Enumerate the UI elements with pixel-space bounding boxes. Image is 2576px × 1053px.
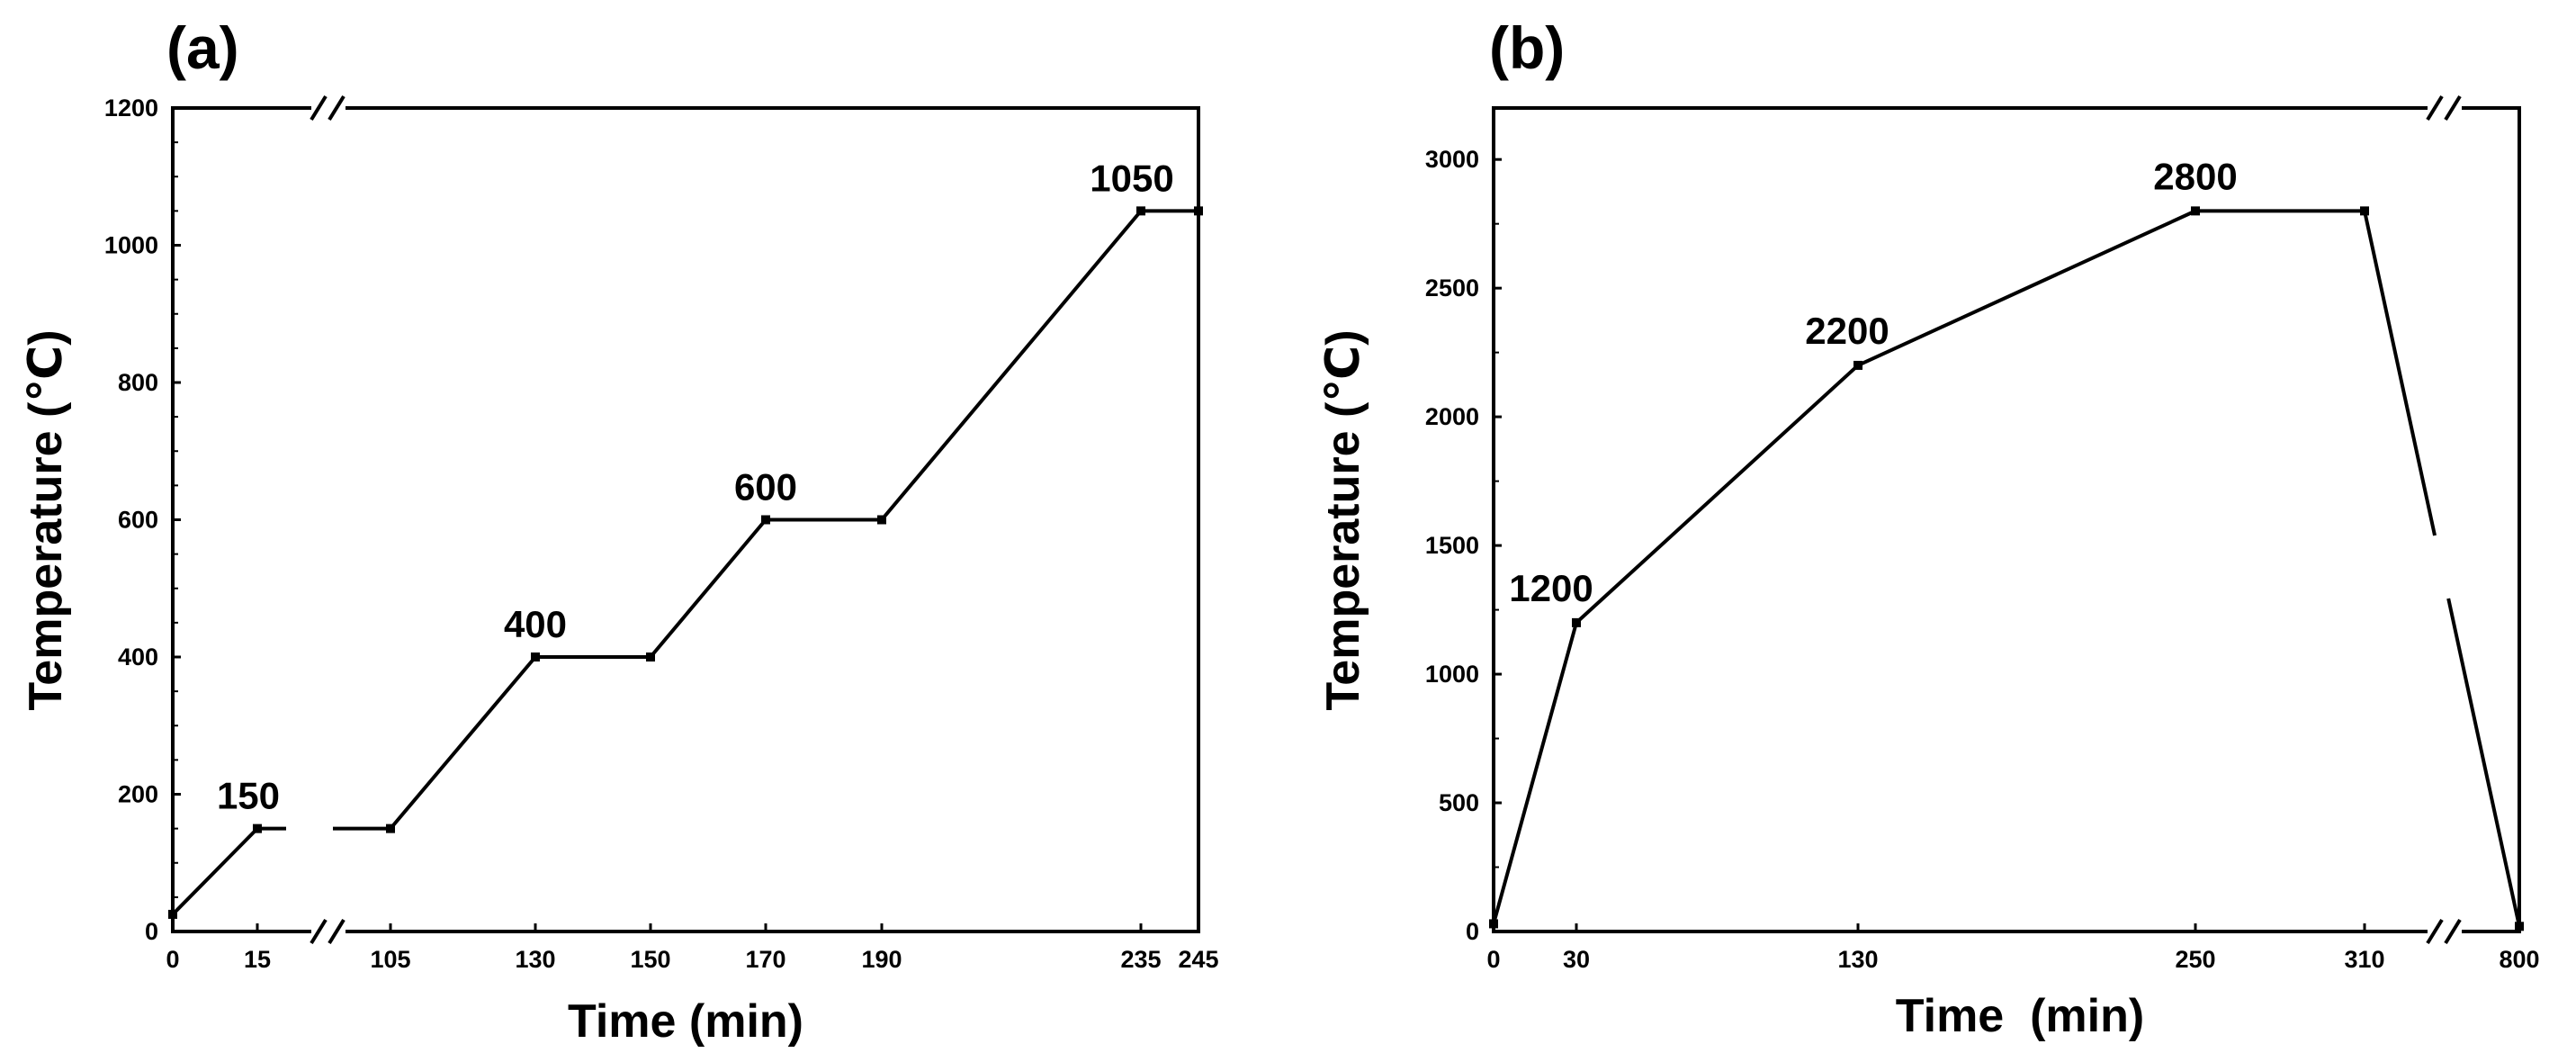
panel-b-frame (1492, 106, 2521, 933)
y-tick-label: 600 (118, 507, 158, 534)
x-tick-label: 0 (1486, 946, 1500, 973)
series-segment (649, 518, 767, 659)
data-label: 2800 (2153, 155, 2237, 197)
y-tick-label: 1200 (104, 94, 158, 122)
x-tick-label: 15 (244, 946, 271, 973)
panel-b-label: (b) (1489, 14, 1565, 81)
series-segment (2446, 598, 2521, 927)
series-segment (1575, 363, 1860, 625)
x-tick-label: 310 (2344, 946, 2384, 973)
panel-a-x-ticks: 0 15 105 130 150 170 190 235 245 (166, 923, 1219, 973)
data-point (1194, 206, 1203, 216)
panel-a-annotations: 150 400 600 1050 (217, 157, 1174, 816)
panel-a-markers (168, 206, 1203, 919)
data-point (761, 515, 770, 525)
x-tick-label: 190 (861, 946, 902, 973)
data-point (1489, 919, 1498, 929)
data-label: 600 (734, 466, 797, 508)
y-tick-label: 0 (1466, 918, 1479, 945)
x-tick-label: 30 (1563, 946, 1590, 973)
panel-a-y-ticks: 0 200 400 600 800 1000 1200 (104, 94, 181, 945)
y-tick-label: 200 (118, 781, 158, 808)
x-tick-label: 170 (745, 946, 785, 973)
x-tick-label: 130 (1837, 946, 1878, 973)
panel-b-series (1492, 209, 2521, 927)
data-point (168, 909, 177, 919)
panel-a-label: (a) (166, 14, 239, 81)
data-label: 2200 (1805, 310, 1889, 352)
data-point (1853, 360, 1862, 370)
data-point (877, 515, 886, 525)
series-segment (389, 655, 537, 831)
panel-a-bottom-break (310, 918, 346, 945)
y-tick-label: 2500 (1425, 274, 1479, 302)
y-tick-label: 400 (118, 644, 158, 670)
y-tick-label: 2000 (1425, 403, 1479, 430)
panel-a-frame (171, 106, 1200, 933)
x-tick-label: 130 (515, 946, 555, 973)
y-tick-label: 1000 (1425, 661, 1479, 688)
y-tick-label: 0 (145, 918, 158, 945)
panel-b-y-axis-title: Temperature (℃) (1317, 329, 1369, 710)
data-label: 1050 (1090, 157, 1173, 199)
panel-a-series (171, 209, 1200, 916)
panel-b-bottom-break (2426, 918, 2462, 945)
panel-b-y-ticks: 0 500 1000 1500 2000 2500 3000 (1425, 146, 1502, 945)
panel-a: (a) 0 200 400 600 800 1000 1200 0 15 105 130 150 17… (20, 14, 1219, 1048)
x-tick-label: 800 (2499, 946, 2539, 973)
data-label: 400 (504, 603, 567, 645)
panel-b: (b) 0 500 1000 1500 2000 2500 3000 0 30 130 250 31… (1317, 14, 2540, 1042)
x-tick-label: 250 (2175, 946, 2215, 973)
data-point (1572, 617, 1581, 627)
series-segment (2363, 210, 2437, 536)
panel-b-x-axis-title: Time (min) (1896, 990, 2144, 1042)
x-tick-label: 105 (370, 946, 410, 973)
data-label: 1200 (1509, 567, 1593, 609)
data-point (386, 824, 395, 833)
y-tick-label: 1000 (104, 232, 158, 259)
panel-a-y-axis-title: Temperature (℃) (20, 329, 72, 710)
data-point (646, 652, 655, 662)
y-tick-label: 500 (1439, 789, 1479, 816)
series-segment (1856, 209, 2197, 367)
y-tick-label: 3000 (1425, 146, 1479, 173)
panel-a-top-break (310, 94, 346, 122)
data-point (1136, 206, 1145, 216)
panel-b-annotations: 1200 2200 2800 (1509, 155, 2237, 609)
series-segment (1492, 620, 1578, 926)
x-tick-label: 235 (1120, 946, 1161, 973)
y-tick-label: 1500 (1425, 532, 1479, 559)
data-point (531, 652, 540, 662)
data-point (253, 824, 262, 833)
panel-a-x-axis-title: Time (min) (568, 995, 803, 1048)
data-point (2515, 922, 2524, 932)
data-point (2191, 206, 2200, 216)
x-tick-label: 150 (630, 946, 670, 973)
series-segment (880, 209, 1143, 522)
data-point (2360, 206, 2369, 216)
panel-b-top-break (2426, 94, 2462, 122)
panel-b-x-ticks: 0 30 130 250 310 800 (1486, 923, 2540, 973)
data-label: 150 (217, 775, 280, 817)
x-tick-label: 245 (1178, 946, 1218, 973)
panel-b-markers (1489, 206, 2524, 932)
y-tick-label: 800 (118, 369, 158, 396)
x-tick-label: 0 (166, 946, 179, 973)
series-segment (171, 826, 259, 916)
